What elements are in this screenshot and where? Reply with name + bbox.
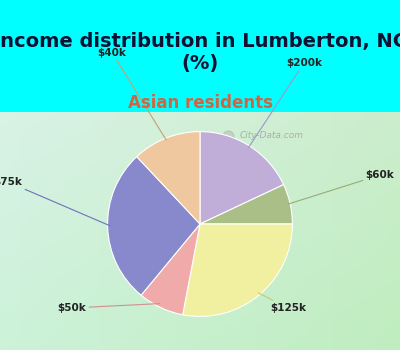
Text: Income distribution in Lumberton, NC
(%): Income distribution in Lumberton, NC (%) [0, 32, 400, 72]
Text: $60k: $60k [288, 170, 394, 204]
Wedge shape [183, 224, 292, 316]
Text: $40k: $40k [98, 48, 166, 140]
Text: $50k: $50k [58, 303, 160, 313]
Text: $125k: $125k [258, 293, 306, 313]
Wedge shape [141, 224, 200, 315]
Wedge shape [200, 185, 292, 224]
Text: $200k: $200k [248, 58, 322, 148]
Wedge shape [200, 132, 284, 224]
Text: Asian residents: Asian residents [128, 94, 272, 112]
Wedge shape [137, 132, 200, 224]
Text: City-Data.com: City-Data.com [240, 131, 304, 140]
Wedge shape [108, 157, 200, 295]
Text: $75k: $75k [0, 177, 110, 226]
